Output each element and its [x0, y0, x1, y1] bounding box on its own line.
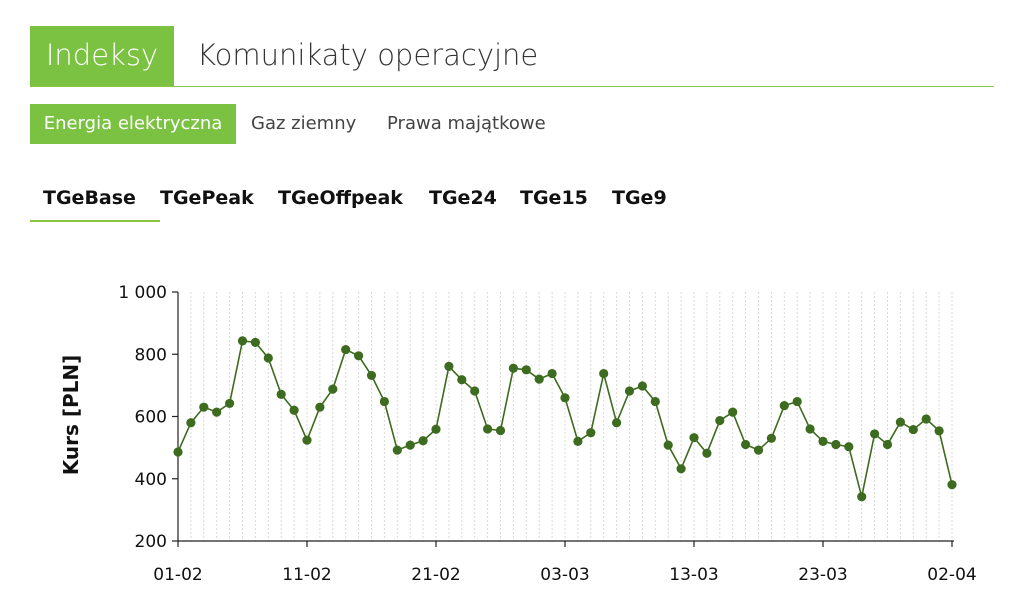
data-point	[328, 384, 338, 394]
chart-series	[173, 336, 957, 502]
data-point	[676, 464, 686, 474]
data-point	[199, 402, 209, 412]
data-point	[947, 480, 957, 490]
data-point	[186, 418, 196, 428]
data-point	[263, 353, 273, 363]
data-point	[779, 401, 789, 411]
tab-indeksy[interactable]: Indeksy	[30, 26, 174, 86]
data-point	[882, 439, 893, 450]
data-point	[612, 418, 622, 428]
data-point	[431, 424, 441, 434]
tab-tgeoffpeak[interactable]: TGeOffpeak	[278, 187, 403, 209]
tab-gaz-ziemny[interactable]: Gaz ziemny	[251, 113, 357, 134]
data-point	[818, 436, 828, 446]
data-point	[792, 396, 802, 407]
tab-energia-elektryczna[interactable]: Energia elektryczna	[30, 104, 236, 144]
data-point	[637, 381, 648, 391]
x-tick-label: 13-03	[669, 565, 718, 585]
data-point	[689, 433, 699, 443]
data-point	[173, 447, 183, 457]
data-point	[624, 386, 635, 396]
data-point	[250, 337, 260, 348]
data-point	[315, 402, 325, 412]
data-point	[753, 445, 764, 455]
x-tick-label: 21-02	[411, 565, 460, 585]
data-point	[715, 415, 725, 426]
data-point	[560, 393, 570, 403]
y-tick-label: 1 000	[118, 283, 167, 303]
tab-tge9[interactable]: TGe9	[612, 187, 667, 209]
tab-tgepeak[interactable]: TGePeak	[160, 187, 254, 209]
data-point	[895, 417, 906, 427]
data-point	[599, 368, 609, 379]
data-point	[483, 424, 493, 434]
y-axis-label: Kurs [PLN]	[59, 355, 83, 476]
x-tick-label: 02-04	[927, 565, 976, 585]
x-tick-label: 01-02	[153, 565, 202, 585]
data-point	[857, 492, 867, 502]
data-point	[289, 405, 299, 415]
data-point	[534, 374, 544, 384]
data-point	[418, 436, 428, 446]
data-point	[908, 424, 918, 435]
data-point	[663, 440, 673, 450]
tab-prawa-majatkowe[interactable]: Prawa majątkowe	[387, 113, 546, 134]
main-tabs: Indeksy Komunikaty operacyjne	[30, 26, 994, 87]
data-point	[870, 429, 880, 439]
y-tick-label: 800	[135, 345, 167, 365]
data-point	[547, 368, 557, 379]
data-point	[302, 435, 312, 445]
chart-grid	[177, 292, 953, 541]
x-tick-label: 23-03	[798, 565, 847, 585]
data-point	[392, 445, 402, 455]
data-point	[341, 344, 351, 355]
data-point	[702, 448, 712, 458]
tab-tge24[interactable]: TGe24	[429, 187, 497, 209]
data-point	[521, 365, 531, 375]
data-point	[766, 433, 777, 443]
y-tick-label: 400	[135, 470, 167, 490]
data-point	[921, 414, 931, 424]
x-tick-label: 03-03	[540, 565, 589, 585]
data-point	[650, 396, 660, 407]
data-point	[366, 370, 377, 381]
data-point	[212, 407, 222, 417]
data-point	[741, 439, 751, 450]
y-tick-label: 600	[135, 408, 167, 428]
data-point	[276, 389, 286, 400]
data-point	[444, 361, 454, 371]
x-tick-label: 11-02	[282, 565, 331, 585]
data-point	[508, 363, 518, 373]
data-point	[354, 351, 364, 361]
data-point	[470, 386, 480, 396]
data-point	[379, 396, 389, 407]
chart-axes: 200 400 600 800 1 000 01-02 11-02 21-02 03-03 13-…	[118, 283, 976, 585]
data-point	[728, 407, 738, 417]
data-point	[934, 426, 944, 436]
tab-tgebase[interactable]: TGeBase	[30, 180, 160, 222]
data-point	[495, 425, 506, 436]
data-point	[573, 436, 583, 446]
data-point	[457, 375, 467, 385]
y-tick-label: 200	[135, 532, 167, 552]
data-point	[405, 440, 415, 450]
data-point	[844, 442, 854, 452]
data-point	[831, 439, 841, 450]
data-point	[805, 424, 815, 434]
tab-komunikaty-operacyjne[interactable]: Komunikaty operacyjne	[197, 38, 539, 72]
data-point	[225, 398, 235, 409]
tab-tge15[interactable]: TGe15	[520, 187, 588, 209]
data-point	[237, 336, 248, 346]
data-point	[586, 428, 596, 438]
